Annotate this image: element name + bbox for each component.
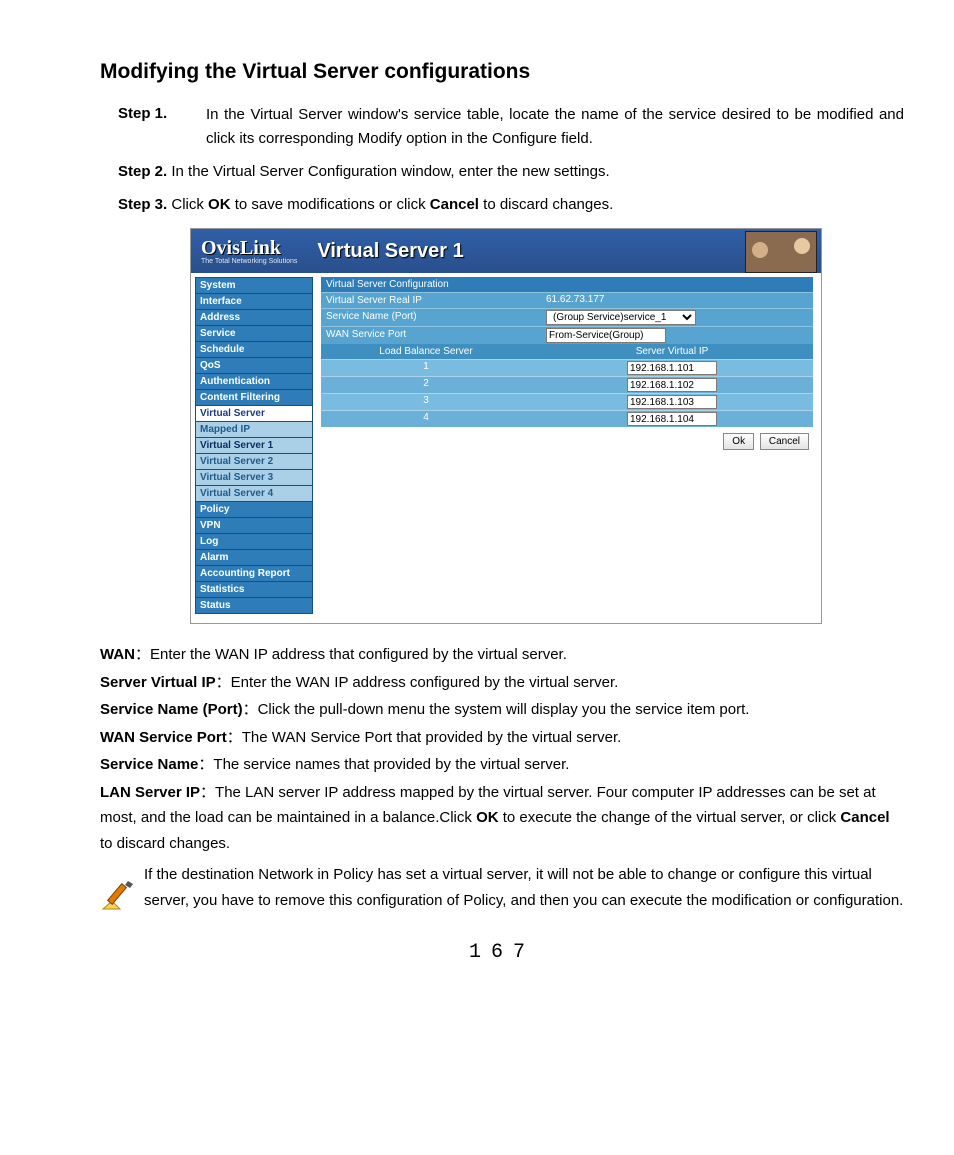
row-index: 3 xyxy=(321,394,531,410)
sidebar-item[interactable]: Interface xyxy=(195,293,313,310)
sidebar-sub-item[interactable]: Virtual Server 3 xyxy=(195,469,313,486)
def-service-name: ：The service names that provided by the … xyxy=(198,756,569,773)
server-ip-input[interactable] xyxy=(627,395,717,409)
logo-text: OvisLink xyxy=(201,237,297,260)
sidebar-item[interactable]: Schedule xyxy=(195,341,313,358)
ok-word: OK xyxy=(208,196,231,213)
sidebar-item[interactable]: Statistics xyxy=(195,581,313,598)
screenshot: OvisLink The Total Networking Solutions … xyxy=(190,228,822,624)
sidebar-item[interactable]: Status xyxy=(195,597,313,614)
server-ip-input[interactable] xyxy=(627,412,717,426)
note-block: If the destination Network in Policy has… xyxy=(100,862,904,913)
def-service-name-port: ：Click the pull-down menu the system wil… xyxy=(243,701,750,718)
sidebar-sub-item[interactable]: Virtual Server 2 xyxy=(195,453,313,470)
step-1-label: Step 1. xyxy=(118,105,167,122)
sidebar-item[interactable]: Service xyxy=(195,325,313,342)
cancel-word: Cancel xyxy=(840,809,889,826)
sidebar-sub-item[interactable]: Virtual Server 1 xyxy=(195,437,313,454)
section-title: Modifying the Virtual Server configurati… xyxy=(100,60,904,84)
sidebar: SystemInterfaceAddressServiceScheduleQoS… xyxy=(191,273,317,623)
logo-subtitle: The Total Networking Solutions xyxy=(201,258,297,265)
label-wan-port: WAN Service Port xyxy=(321,327,541,344)
server-ip-input[interactable] xyxy=(627,378,717,392)
definitions: WAN：Enter the WAN IP address that config… xyxy=(100,642,904,856)
pencil-icon xyxy=(100,879,140,913)
def-wan: ：Enter the WAN IP address that configure… xyxy=(135,646,567,663)
cancel-word: Cancel xyxy=(430,196,479,213)
table-row: 4 xyxy=(321,410,813,427)
sidebar-sub-item[interactable]: Mapped IP xyxy=(195,421,313,438)
sidebar-item[interactable]: Log xyxy=(195,533,313,550)
sidebar-sub-item[interactable]: Virtual Server 4 xyxy=(195,485,313,502)
sidebar-item[interactable]: Address xyxy=(195,309,313,326)
term-lan-server-ip: LAN Server IP xyxy=(100,784,200,801)
def-lan-2: to execute the change of the virtual ser… xyxy=(499,809,841,826)
page-number: 167 xyxy=(100,941,904,964)
row-service-name: Service Name (Port) (Group Service)servi… xyxy=(321,308,813,326)
row-real-ip: Virtual Server Real IP 61.62.73.177 xyxy=(321,292,813,308)
table-row: 2 xyxy=(321,376,813,393)
def-server-virtual-ip: ：Enter the WAN IP address configured by … xyxy=(216,674,619,691)
table-row: 3 xyxy=(321,393,813,410)
wan-port-input[interactable] xyxy=(546,328,666,343)
server-ip-input[interactable] xyxy=(627,361,717,375)
sidebar-item-virtual-server[interactable]: Virtual Server xyxy=(195,405,313,422)
sidebar-item[interactable]: System xyxy=(195,277,313,294)
step-3-text: Click OK to save modifications or click … xyxy=(171,196,613,213)
sidebar-item[interactable]: VPN xyxy=(195,517,313,534)
sidebar-item[interactable]: Content Filtering xyxy=(195,389,313,406)
ok-word: OK xyxy=(476,809,499,826)
banner: OvisLink The Total Networking Solutions … xyxy=(191,229,821,273)
term-server-virtual-ip: Server Virtual IP xyxy=(100,674,216,691)
col-load-balance: Load Balance Server xyxy=(321,344,531,359)
table-row: 1 xyxy=(321,359,813,376)
steps-list: Step 1. In the Virtual Server window's s… xyxy=(118,102,904,216)
row-index: 2 xyxy=(321,377,531,393)
step-3-label: Step 3. xyxy=(118,196,167,213)
sidebar-item[interactable]: QoS xyxy=(195,357,313,374)
label-real-ip: Virtual Server Real IP xyxy=(321,293,541,308)
service-name-select[interactable]: (Group Service)service_1 xyxy=(546,310,696,325)
row-index: 4 xyxy=(321,411,531,427)
ok-button[interactable]: Ok xyxy=(723,433,754,450)
step-1-text: In the Virtual Server window's service t… xyxy=(206,103,904,150)
t: to discard changes. xyxy=(479,196,613,213)
step-1: Step 1. In the Virtual Server window's s… xyxy=(118,102,904,150)
table-header: Load Balance Server Server Virtual IP xyxy=(321,344,813,359)
config-title: Virtual Server Configuration xyxy=(321,277,813,292)
sidebar-item[interactable]: Alarm xyxy=(195,549,313,566)
term-service-name-port: Service Name (Port) xyxy=(100,701,243,718)
label-service-name: Service Name (Port) xyxy=(321,309,541,326)
sidebar-item[interactable]: Policy xyxy=(195,501,313,518)
sidebar-item[interactable]: Authentication xyxy=(195,373,313,390)
t: Click xyxy=(171,196,208,213)
cancel-button[interactable]: Cancel xyxy=(760,433,809,450)
t: to save modifications or click xyxy=(231,196,430,213)
term-wan: WAN xyxy=(100,646,135,663)
step-3: Step 3. Click OK to save modifications o… xyxy=(118,193,904,216)
row-index: 1 xyxy=(321,360,531,376)
def-wan-service-port: ：The WAN Service Port that provided by t… xyxy=(227,729,622,746)
step-2-text: In the Virtual Server Configuration wind… xyxy=(171,163,609,180)
col-server-ip: Server Virtual IP xyxy=(531,344,813,359)
value-real-ip: 61.62.73.177 xyxy=(541,293,813,308)
banner-photo xyxy=(745,231,817,273)
term-service-name: Service Name xyxy=(100,756,198,773)
row-wan-port: WAN Service Port xyxy=(321,326,813,344)
button-row: Ok Cancel xyxy=(321,427,813,452)
note-text: If the destination Network in Policy has… xyxy=(144,862,904,913)
step-2-label: Step 2. xyxy=(118,163,167,180)
banner-title: Virtual Server 1 xyxy=(317,240,463,263)
step-2: Step 2. In the Virtual Server Configurat… xyxy=(118,160,904,183)
config-panel: Virtual Server Configuration Virtual Ser… xyxy=(317,273,821,623)
def-lan-3: to discard changes. xyxy=(100,835,230,852)
sidebar-item[interactable]: Accounting Report xyxy=(195,565,313,582)
term-wan-service-port: WAN Service Port xyxy=(100,729,227,746)
